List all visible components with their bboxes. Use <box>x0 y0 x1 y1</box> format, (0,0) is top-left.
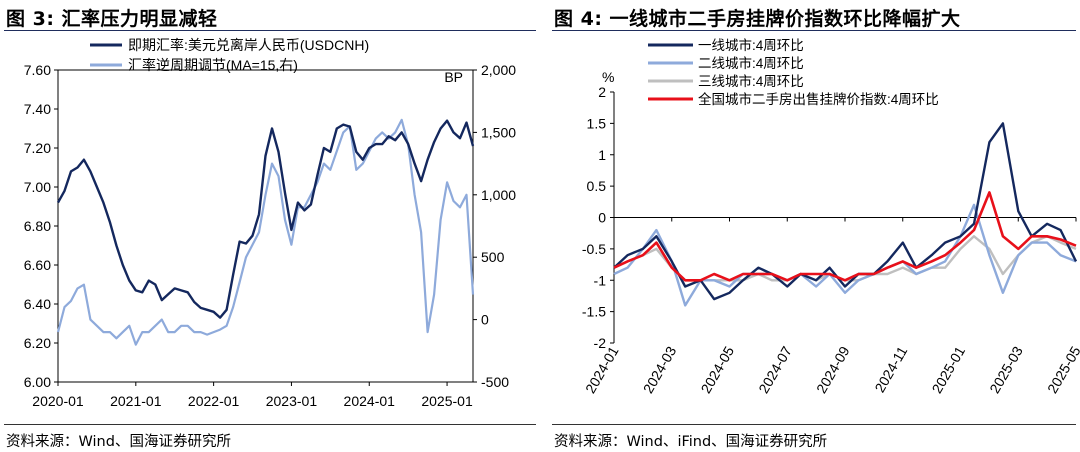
figure-4-title-rule <box>552 30 1076 31</box>
housing-price-chart: -2 -1.5 -1 -0.5 0 0.5 1 1.5 2 2024-01 2024-03 2024-… <box>582 37 1080 396</box>
figure-3-source: 资料来源：Wind、国海证券研究所 <box>6 434 231 450</box>
right-chart-y-tick-label: -0.5 <box>582 241 606 257</box>
right-chart-y-tick-label: -2 <box>594 335 607 351</box>
left-y-tick-label: 6.00 <box>24 374 51 390</box>
right-chart-x-tick-label: 2025-01 <box>929 343 969 396</box>
right-y-tick-label: 2,000 <box>481 62 516 78</box>
figure-3-source-rule <box>4 424 536 425</box>
right-chart-x-tick-label: 2024-01 <box>582 343 622 396</box>
tier3-series-line <box>613 235 1077 282</box>
right-chart-y-tick-label: -1 <box>594 272 607 288</box>
left-x-tick-label: 2024-01 <box>344 393 396 409</box>
right-legend-label-0: 一线城市:4周环比 <box>698 37 804 53</box>
left-y-tick-label: 7.20 <box>24 140 51 156</box>
right-chart-y-tick-label: 2 <box>598 84 606 100</box>
right-chart-x-tick-label: 2024-11 <box>871 343 910 395</box>
left-x-tick-label: 2022-01 <box>188 393 240 409</box>
right-chart-x-tick-label: 2024-03 <box>640 343 680 396</box>
right-axis-unit: BP <box>444 69 463 85</box>
figure-4-source: 资料来源：Wind、iFind、国海证券研究所 <box>554 434 828 450</box>
right-legend-label-3: 全国城市二手房出售挂牌价指数:4周环比 <box>698 91 939 107</box>
exchange-rate-chart: 6.00 6.20 6.40 6.60 6.80 7.00 7.20 7.40 7.60 -500… <box>24 37 516 409</box>
tier2-series-line <box>613 203 1077 307</box>
figure-4-source-rule <box>552 424 1076 425</box>
left-y-tick-label: 7.00 <box>24 179 51 195</box>
right-y-tick-label: -500 <box>481 374 509 390</box>
left-y-tick-label: 6.20 <box>24 335 51 351</box>
right-y-tick-label: 1,500 <box>481 124 516 140</box>
left-x-tick-label: 2020-01 <box>32 393 84 409</box>
usdcnh-series-line <box>56 119 475 319</box>
right-legend-label-1: 二线城市:4周环比 <box>698 55 804 71</box>
right-chart-x-tick-label: 2024-09 <box>813 343 853 396</box>
left-y-tick-label: 7.60 <box>24 62 51 78</box>
right-chart-x-tick-label: 2024-05 <box>698 343 738 396</box>
left-y-tick-label: 6.80 <box>24 218 51 234</box>
legend-label-1: 汇率逆周期调节(MA=15,右) <box>128 57 298 73</box>
right-chart-y-tick-label: 1 <box>598 147 606 163</box>
left-y-tick-label: 6.60 <box>24 257 51 273</box>
left-x-tick-label: 2021-01 <box>110 393 162 409</box>
figure-3-title: 图 3: 汇率压力明显减轻 <box>6 8 218 30</box>
right-legend-label-2: 三线城市:4周环比 <box>698 73 804 89</box>
right-chart-x-tick-label: 2025-05 <box>1044 343 1080 396</box>
figure-4-title: 图 4: 一线城市二手房挂牌价指数环比降幅扩大 <box>554 8 961 30</box>
right-chart-y-tick-label: -1.5 <box>582 304 606 320</box>
figure-3-title-rule <box>4 30 536 31</box>
national-series-line <box>613 191 1077 282</box>
right-chart-x-tick-label: 2024-07 <box>755 343 795 396</box>
figure-3: 图 3: 汇率压力明显减轻 6.00 6.20 6.40 6.60 6.80 7.00 7.… <box>4 8 536 450</box>
right-chart-unit: % <box>602 69 614 85</box>
left-y-tick-label: 6.40 <box>24 296 51 312</box>
right-y-tick-label: 1,000 <box>481 187 516 203</box>
right-chart-y-tick-label: 0.5 <box>587 178 607 194</box>
left-x-tick-label: 2023-01 <box>266 393 318 409</box>
figure-4: 图 4: 一线城市二手房挂牌价指数环比降幅扩大 -2 -1.5 -1 -0.5 0 0.5… <box>548 0 1080 452</box>
tier1-series-line <box>613 122 1078 301</box>
right-y-tick-label: 500 <box>481 249 505 265</box>
right-y-tick-label: 0 <box>481 312 489 328</box>
left-y-tick-label: 7.40 <box>24 101 51 117</box>
right-chart-x-tick-label: 2025-03 <box>986 343 1026 396</box>
right-chart-y-tick-label: 1.5 <box>587 115 607 131</box>
legend-label-0: 即期汇率:美元兑离岸人民币(USDCNH) <box>128 37 369 53</box>
countercyclical-series-line <box>56 118 475 346</box>
left-x-tick-label: 2025-01 <box>421 393 473 409</box>
right-chart-y-tick-label: 0 <box>598 210 606 226</box>
